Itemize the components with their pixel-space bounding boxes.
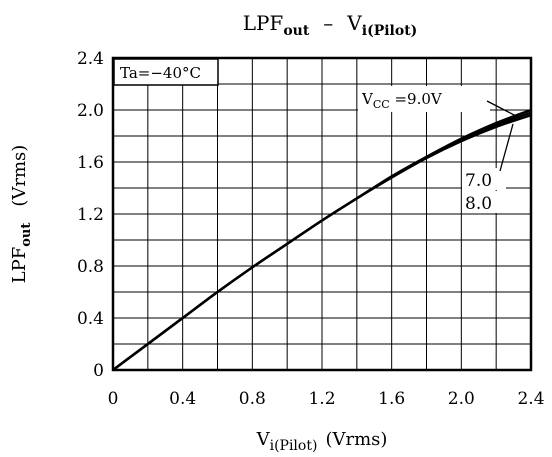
vcc-label: VCC =9.0V (361, 90, 443, 111)
series-group (112, 108, 532, 371)
x-axis-label: Vi(Pilot) (Vrms) (256, 429, 388, 454)
series-line-2 (112, 111, 532, 371)
vcc-leader-line (486, 100, 521, 119)
series-7-label: 7.0 (465, 171, 492, 191)
x-tick-label: 2.0 (448, 389, 475, 409)
x-tick-label: 1.6 (378, 389, 405, 409)
chart-title: LPFout – Vi(Pilot) (243, 11, 418, 39)
y-axis-label: LPFout(Vrms) (9, 145, 34, 284)
series-7-leader-line (499, 123, 514, 172)
y-tick-label: 2.4 (77, 49, 104, 69)
y-tick-label: 1.6 (77, 153, 104, 173)
series-8-label-bg (462, 191, 506, 213)
x-tick-label: 0.4 (169, 389, 196, 409)
x-tick-label: 1.2 (308, 389, 335, 409)
x-tick-label: 0.8 (239, 389, 266, 409)
y-tick-label: 0.4 (77, 309, 104, 329)
y-tick-label: 2.0 (77, 101, 104, 121)
x-tick-labels: 0 0.4 0.8 1.2 1.6 2.0 2.4 (108, 389, 545, 409)
y-tick-label: 0.8 (77, 257, 104, 277)
condition-label: Ta=−40°C (120, 64, 201, 82)
y-tick-label: 1.2 (77, 205, 104, 225)
y-tick-label: 0 (93, 361, 104, 381)
x-tick-label: 0 (108, 389, 119, 409)
x-tick-label: 2.4 (517, 389, 544, 409)
plot-frame (111, 56, 533, 372)
series-8-label: 8.0 (465, 194, 492, 214)
condition-box (113, 58, 219, 86)
y-tick-labels: 0 0.4 0.8 1.2 1.6 2.0 2.4 (77, 49, 104, 381)
grid (113, 58, 531, 370)
vcc-label-bg (358, 86, 490, 112)
series-7-label-bg (462, 168, 506, 190)
